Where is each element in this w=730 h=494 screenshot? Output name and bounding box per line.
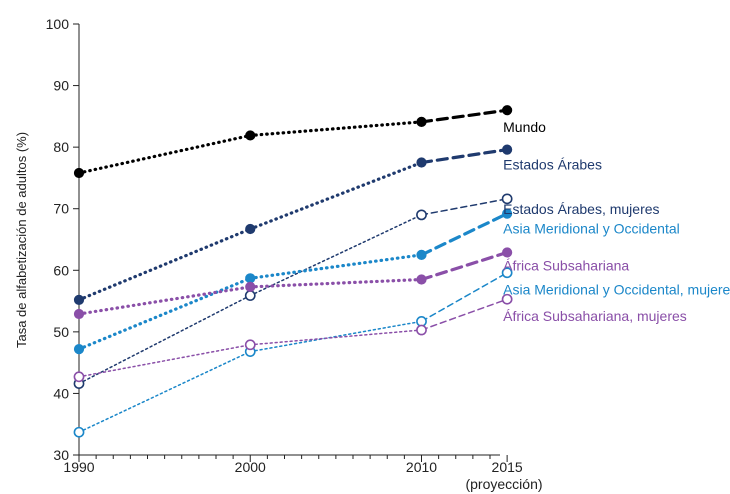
series-line-segment: [420, 298, 508, 331]
series-line-segment: [78, 350, 251, 433]
series-line-segment: [419, 148, 509, 165]
data-point: [73, 426, 85, 438]
data-point: [502, 144, 513, 155]
y-tick-label: 60: [53, 262, 69, 278]
data-point: [245, 223, 256, 235]
data-point: [416, 324, 427, 336]
series-labels: Mundo Estados Árabes Estados Árabes, mujer…: [503, 119, 730, 324]
y-tick-label: 40: [53, 385, 69, 401]
x-tick-label: 2015: [492, 459, 523, 475]
data-point: [245, 130, 256, 141]
data-point: [502, 208, 513, 219]
x-tick-label: 2000: [235, 459, 266, 475]
series-line-segment: [77, 285, 252, 316]
data-point: [73, 371, 85, 383]
data-point: [416, 157, 427, 168]
data-point: [416, 249, 427, 260]
series-line-segment: [77, 276, 252, 351]
data-point: [73, 343, 85, 355]
series-line-segment: [248, 253, 424, 280]
series-line-segment: [248, 277, 424, 289]
series-line-segment: [419, 108, 509, 124]
series-line-segment: [248, 160, 424, 231]
data-point: [244, 290, 256, 301]
series-line-segment: [249, 320, 423, 353]
data-point: [245, 281, 256, 293]
data-point: [245, 273, 256, 284]
series-label: África Subsahariana: [503, 257, 629, 273]
axes: [78, 24, 500, 456]
series-line-segment: [77, 133, 252, 175]
series-line-segment: [77, 227, 252, 302]
y-tick-label: 80: [53, 139, 69, 155]
series-3: [73, 193, 513, 389]
series-4: [73, 208, 513, 355]
series-line-segment: [248, 120, 424, 138]
data-point: [416, 116, 427, 127]
data-point: [501, 193, 513, 205]
y-tick-label: 90: [53, 78, 69, 94]
series-line-segment: [249, 214, 423, 297]
series-label: Estados Árabes: [503, 157, 602, 173]
y-tick-label: 50: [53, 324, 69, 340]
series-label: África Subsahariana, mujeres: [503, 308, 687, 324]
y-tick-label: 30: [53, 447, 69, 463]
series-6: [73, 267, 513, 438]
series-2: [73, 144, 513, 305]
series-7: [73, 293, 513, 383]
series-1: [73, 105, 513, 179]
x-ticks: 1990 2000 2010 2015: [63, 455, 523, 475]
y-tick-label: 70: [53, 201, 69, 217]
data-point: [73, 167, 85, 179]
series-line-segment: [78, 344, 251, 378]
y-tick-label: 100: [46, 16, 70, 32]
series-label: Asia Meridional y Occidental, mujeres: [503, 282, 730, 298]
data-point: [416, 274, 427, 285]
series-label: Mundo: [503, 119, 546, 135]
series-line-segment: [419, 250, 509, 282]
series-line-segment: [420, 198, 508, 216]
series-label: Asia Meridional y Occidental: [503, 221, 680, 237]
series-line-segment: [420, 271, 508, 323]
data-point: [501, 293, 513, 305]
series-line-segment: [78, 294, 251, 385]
data-point: [244, 339, 256, 351]
series-5: [73, 247, 513, 320]
y-ticks: 30 40 50 60 70 80 90 100: [46, 16, 79, 463]
x-axis-note: (proyección): [465, 476, 542, 492]
x-tick-label: 1990: [63, 459, 94, 475]
series-line-segment: [419, 212, 509, 257]
data-point: [501, 267, 513, 279]
data-point: [73, 294, 85, 305]
y-axis-label: Tasa de alfabetización de adultos (%): [14, 132, 29, 348]
series-label: Estados Árabes, mujeres: [503, 201, 659, 217]
series-layer: [73, 105, 513, 438]
x-tick-label: 2010: [406, 459, 437, 475]
data-point: [416, 209, 427, 221]
data-point: [502, 105, 513, 116]
data-point: [502, 247, 513, 258]
series-line-segment: [249, 329, 423, 346]
data-point: [73, 308, 85, 320]
